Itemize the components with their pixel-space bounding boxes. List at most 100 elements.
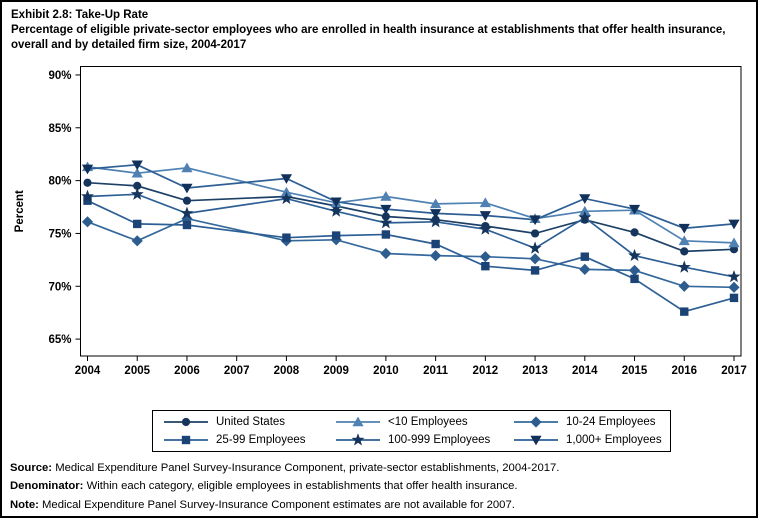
legend-item-1-000-employees: 1,000+ Employees — [513, 432, 676, 448]
y-tick-label-85: 85% — [48, 123, 71, 135]
marker-100-999-employees-2005 — [130, 187, 144, 200]
marker-1-000-employees-2004 — [81, 164, 94, 175]
legend-label-united-states: United States — [216, 416, 286, 428]
marker-1-000-employees-2016 — [678, 223, 690, 234]
marker-25-99-employees-2010 — [381, 230, 391, 239]
marker-100-999-employees-2009 — [329, 204, 343, 217]
marker-1-000-employees-2008 — [280, 174, 293, 184]
star-icon — [336, 433, 380, 446]
marker-united-states-2016 — [680, 247, 689, 256]
diamond-icon — [514, 416, 558, 428]
square-icon — [164, 435, 208, 445]
triangle-down-icon — [514, 435, 558, 446]
x-tick-label-2012: 2012 — [473, 365, 499, 377]
legend-marker-100-999-employees — [351, 433, 365, 446]
marker-100-999-employees-2004 — [81, 189, 94, 202]
chart-svg: 65% 70% 75% 80% 85% 90% 2004 2005 2006 2007 2008 20… — [14, 66, 747, 377]
x-tick-label-2016: 2016 — [671, 365, 697, 377]
marker-100-999-employees-2015 — [628, 248, 642, 262]
marker-10-employees-2006 — [181, 162, 193, 173]
x-tick-label-2006: 2006 — [174, 365, 200, 377]
marker-10-24-employees-2009 — [330, 234, 342, 246]
x-tick-label-2004: 2004 — [75, 365, 101, 377]
source-note-text: Medical Expenditure Panel Survey-Insuran… — [52, 462, 560, 474]
marker-25-99-employees-2013 — [530, 266, 540, 275]
legend-item-100-999-employees: 100-999 Employees — [335, 432, 513, 448]
y-tick-label-75: 75% — [48, 228, 71, 240]
marker-1-000-employees-2010 — [380, 204, 392, 215]
marker-25-99-employees-2011 — [431, 239, 440, 249]
marker-100-999-employees-2013 — [528, 241, 542, 254]
footnotes: Source: Medical Expenditure Panel Survey… — [10, 459, 754, 514]
source-note-label: Source: — [10, 462, 53, 474]
marker-10-employees-2017 — [728, 237, 740, 248]
series-25-99-employees — [83, 196, 739, 316]
y-tick-label-70: 70% — [48, 281, 71, 293]
marker-100-999-employees-2017 — [727, 269, 741, 283]
legend-marker-united-states — [181, 417, 191, 427]
series-united-states — [83, 178, 739, 256]
legend-marker-10-24-employees — [530, 416, 542, 428]
marker-10-24-employees-2010 — [380, 247, 392, 260]
legend-item-25-99-employees: 25-99 Employees — [163, 432, 335, 448]
marker-10-employees-2010 — [380, 191, 392, 201]
marker-100-999-employees-2008 — [279, 191, 293, 205]
x-tick-label-2009: 2009 — [323, 365, 349, 377]
marker-25-99-employees-2015 — [630, 274, 639, 284]
y-tick-label-65: 65% — [48, 334, 71, 346]
marker-10-employees-2011 — [430, 198, 442, 209]
marker-united-states-2013 — [530, 229, 540, 238]
marker-25-99-employees-2004 — [83, 196, 92, 205]
source-note: Source: Medical Expenditure Panel Survey… — [10, 459, 754, 477]
x-tick-label-2007: 2007 — [224, 365, 250, 377]
x-tick-label-2011: 2011 — [423, 365, 449, 377]
marker-1-000-employees-2015 — [628, 204, 641, 215]
availability-note: Note: Medical Expenditure Panel Survey-I… — [10, 496, 754, 514]
marker-united-states-2015 — [630, 228, 639, 237]
marker-united-states-2005 — [133, 181, 142, 190]
availability-note-text: Medical Expenditure Panel Survey-Insuran… — [38, 498, 515, 511]
legend-marker-10-employees — [352, 416, 364, 427]
marker-25-99-employees-2005 — [133, 219, 142, 229]
page-subtitle: Percentage of eligible private-sector em… — [11, 23, 726, 51]
legend-label-100-999-employees: 100-999 Employees — [388, 434, 491, 446]
marker-10-24-employees-2015 — [628, 264, 641, 277]
marker-10-24-employees-2016 — [678, 280, 690, 292]
series-100-999-employees — [81, 187, 741, 283]
marker-1-000-employees-2006 — [181, 183, 193, 194]
page-title: Exhibit 2.8: Take-Up Rate — [11, 9, 149, 21]
marker-100-999-employees-2010 — [379, 216, 393, 229]
marker-25-99-employees-2009 — [331, 231, 341, 240]
x-tick-label-2010: 2010 — [373, 365, 399, 377]
marker-10-employees-2008 — [280, 186, 293, 197]
x-tick-label-2005: 2005 — [124, 365, 150, 377]
legend-item-united-states: United States — [163, 414, 335, 430]
legend-label-10-24-employees: 10-24 Employees — [566, 416, 656, 428]
x-tick-label-2008: 2008 — [274, 365, 300, 377]
series-1-000-employees — [81, 160, 740, 234]
marker-1-000-employees-2009 — [330, 197, 342, 208]
marker-1-000-employees-2005 — [131, 160, 143, 171]
marker-10-employees-2012 — [479, 197, 491, 208]
marker-10-employees-2014 — [579, 205, 591, 216]
marker-25-99-employees-2017 — [729, 293, 739, 303]
marker-25-99-employees-2014 — [580, 252, 590, 261]
marker-10-24-employees-2005 — [131, 235, 143, 247]
denominator-note-label: Denominator: — [10, 480, 84, 493]
availability-note-label: Note: — [10, 498, 39, 511]
y-tick-label-80: 80% — [48, 176, 71, 188]
title-block: Exhibit 2.8: Take-Up Rate Percentage of … — [11, 8, 751, 53]
marker-1-000-employees-2013 — [529, 215, 541, 226]
marker-1-000-employees-2014 — [579, 194, 591, 204]
marker-25-99-employees-2016 — [680, 307, 689, 316]
plot-area-border — [80, 66, 742, 357]
marker-25-99-employees-2008 — [282, 233, 291, 242]
y-tick-label-90: 90% — [48, 70, 71, 82]
marker-1-000-employees-2011 — [430, 209, 442, 219]
marker-25-99-employees-2006 — [182, 220, 192, 230]
legend-label-10-employees: <10 Employees — [388, 416, 468, 428]
x-tick-label-2014: 2014 — [572, 365, 598, 377]
marker-100-999-employees-2006 — [180, 206, 194, 219]
y-axis-label: Percent — [14, 190, 26, 232]
marker-100-999-employees-2012 — [478, 222, 492, 235]
